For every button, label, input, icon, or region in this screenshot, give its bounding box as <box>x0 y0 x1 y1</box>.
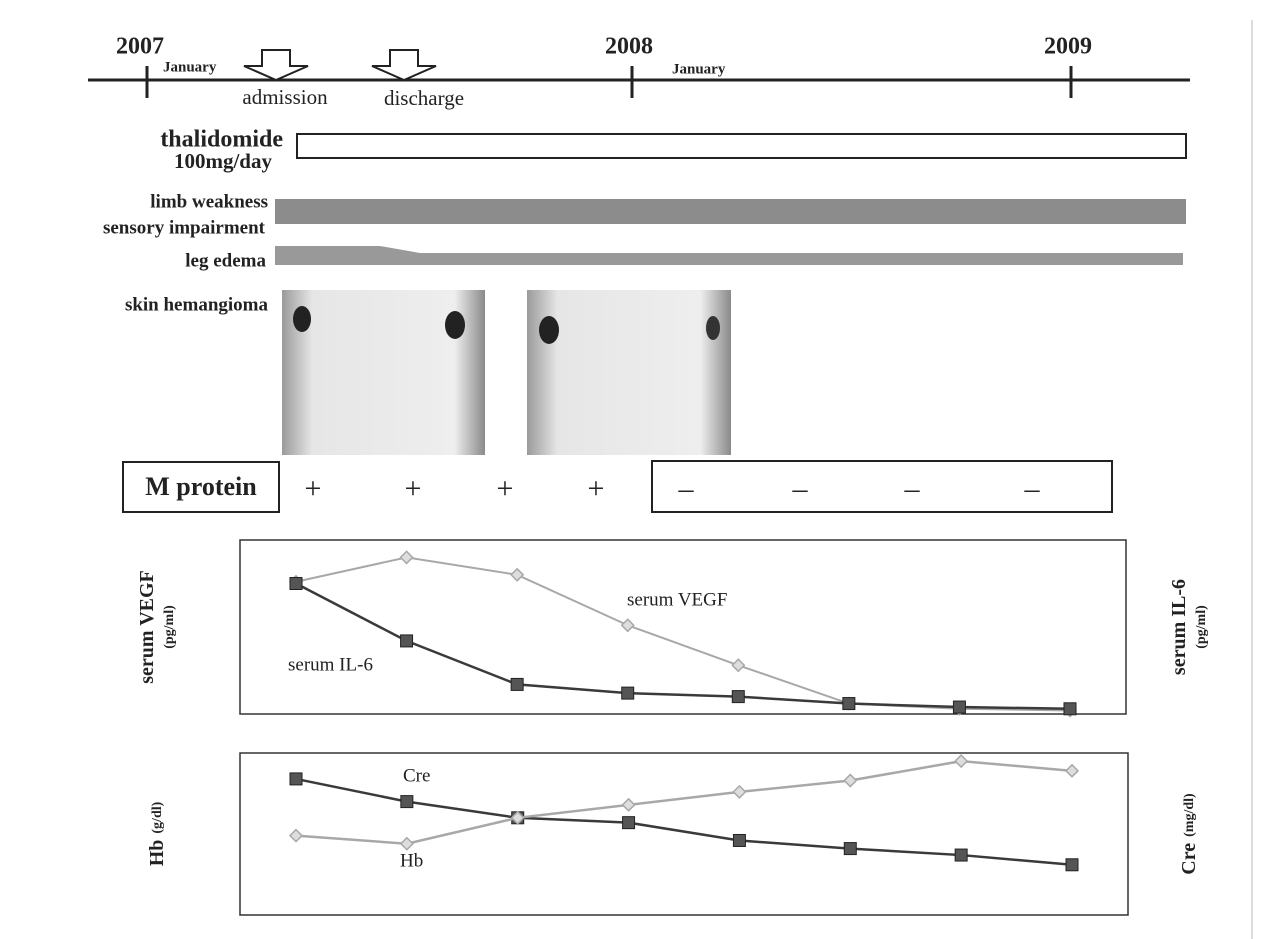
event-label: discharge <box>384 86 464 110</box>
year-label: 2008 <box>605 34 653 60</box>
lesion <box>539 316 559 344</box>
plot-frame <box>240 540 1126 714</box>
point <box>844 843 856 855</box>
photo-bg <box>527 290 731 455</box>
series-label: serum VEGF <box>627 589 727 610</box>
point <box>733 834 745 846</box>
m-protein-result: – <box>792 472 809 505</box>
negative-box <box>652 461 1112 512</box>
m-protein-result: + <box>405 472 422 505</box>
point <box>401 796 413 808</box>
m-protein-result: – <box>1024 472 1041 505</box>
axis-label-name: serum VEGF <box>136 570 158 684</box>
m-protein-result: – <box>904 472 921 505</box>
m-protein-result: – <box>678 472 695 505</box>
symptom-bar <box>275 199 1186 224</box>
m-protein-result: + <box>305 472 322 505</box>
point <box>401 635 413 647</box>
lesion <box>706 316 720 340</box>
figure: 2007 2008 2009 January January admission… <box>0 0 1266 939</box>
lesion <box>445 311 465 339</box>
m-protein-result: + <box>588 472 605 505</box>
axis-label-unit: (pg/ml) <box>1194 605 1209 649</box>
point <box>955 849 967 861</box>
m-protein-label: M protein <box>145 472 257 501</box>
point <box>623 817 635 829</box>
treatment-bar <box>297 134 1186 158</box>
row-label: 100mg/day <box>174 149 273 173</box>
event-label: admission <box>242 85 328 109</box>
axis-label-unit: (mg/dl) <box>1182 793 1197 837</box>
series-label: Hb <box>400 850 423 871</box>
photo <box>282 290 485 455</box>
axis-label-name: Hb <box>146 840 168 867</box>
lesion <box>293 306 311 332</box>
series-label: serum IL-6 <box>288 654 373 675</box>
axis-label-unit: (pg/ml) <box>162 605 177 649</box>
point <box>622 687 634 699</box>
month-label: January <box>163 59 217 75</box>
point <box>732 691 744 703</box>
row-label: skin hemangioma <box>125 294 269 315</box>
row-label: limb weakness <box>150 191 268 212</box>
point <box>511 678 523 690</box>
row-label: leg edema <box>185 250 266 271</box>
point <box>290 578 302 590</box>
year-label: 2007 <box>116 34 164 60</box>
month-label: January <box>672 61 726 77</box>
point <box>1066 859 1078 871</box>
row-label: sensory impairment <box>103 217 266 238</box>
point <box>290 773 302 785</box>
m-protein-result: + <box>497 472 514 505</box>
plot-frame <box>240 753 1128 915</box>
photo <box>527 290 731 455</box>
axis-label-unit: (g/dl) <box>150 801 165 833</box>
axis-label-name: Cre <box>1178 843 1200 875</box>
point <box>953 701 965 713</box>
axis-label-name: serum IL-6 <box>1168 579 1190 675</box>
series-label: Cre <box>403 765 430 786</box>
year-label: 2009 <box>1044 34 1092 60</box>
point <box>1064 703 1076 715</box>
point <box>843 698 855 710</box>
